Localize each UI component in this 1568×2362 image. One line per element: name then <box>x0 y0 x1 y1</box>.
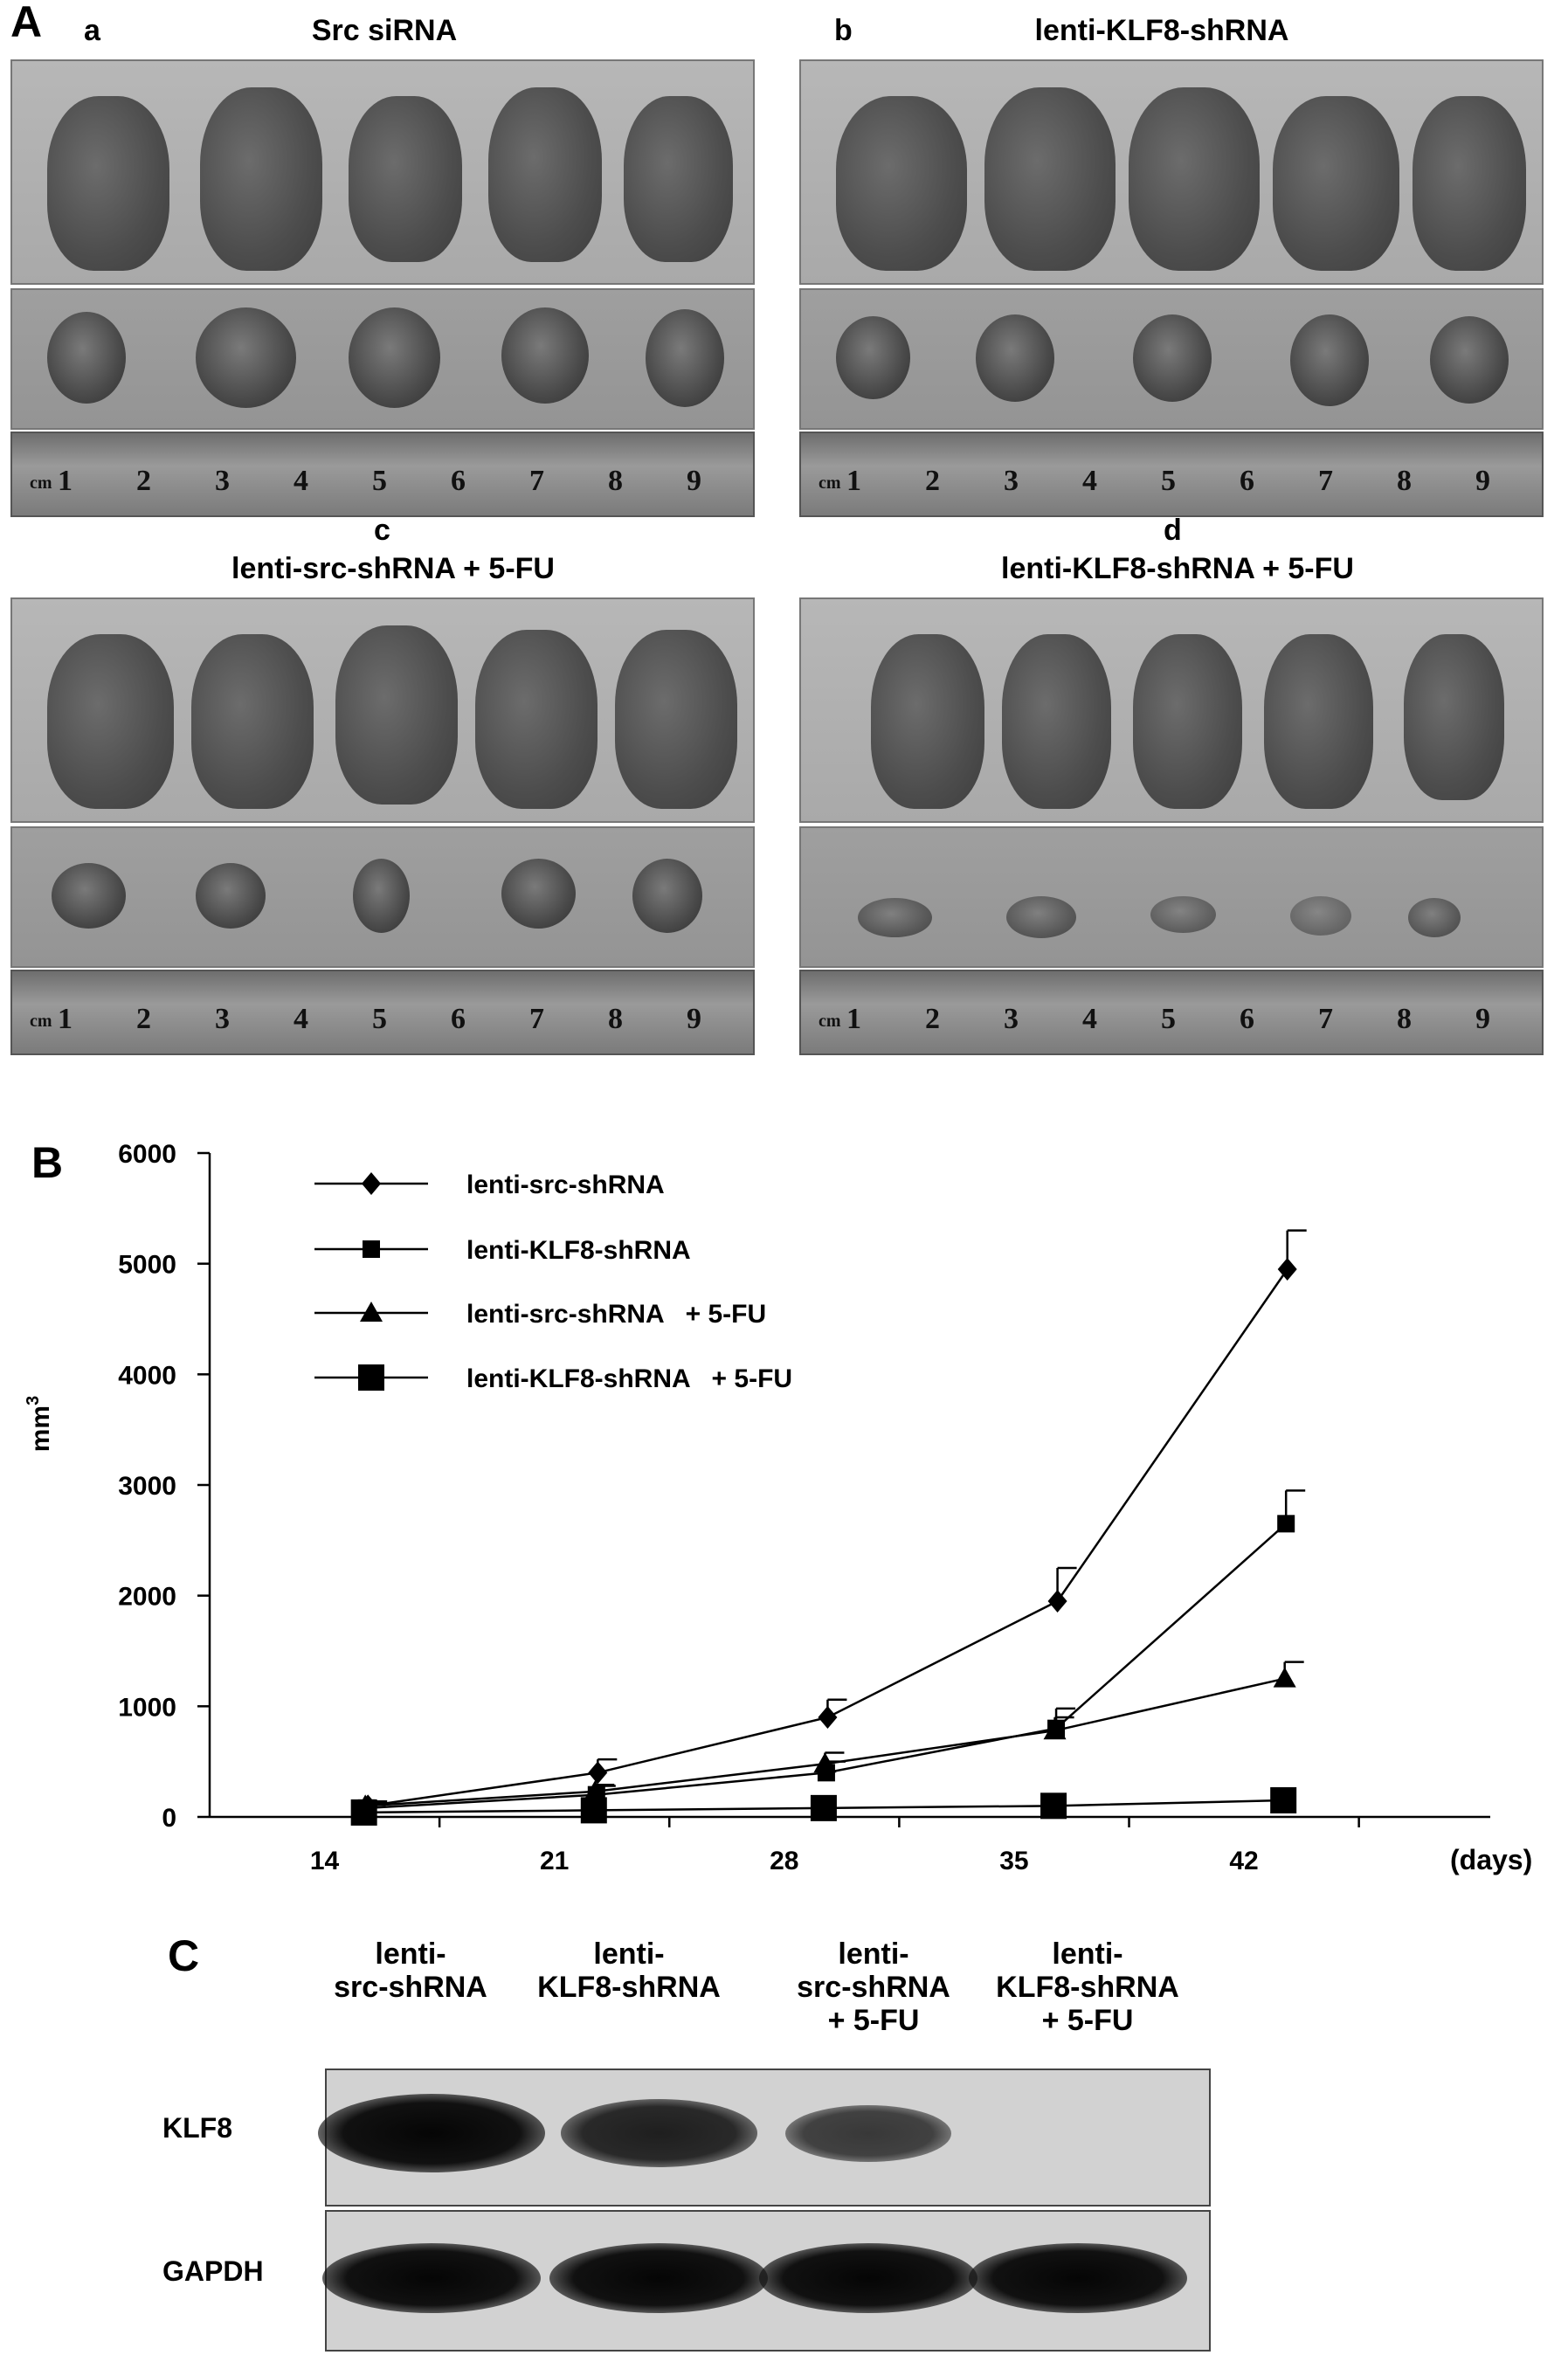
x-tick-label: 35 <box>999 1847 1028 1875</box>
data-point <box>818 1706 838 1729</box>
y-tick-label: 1000 <box>118 1693 176 1722</box>
subpanel-c-ruler: cm 1 2 3 4 5 6 7 8 9 <box>10 970 755 1055</box>
subpanel-b-mice-photo <box>799 59 1544 285</box>
data-point <box>1270 1787 1297 1813</box>
subpanel-a-title: Src siRNA <box>311 14 458 47</box>
data-point <box>580 1797 607 1824</box>
legend-marker <box>362 1172 381 1195</box>
subpanel-d-mice-photo <box>799 597 1544 823</box>
subpanel-d-title: lenti-KLF8-shRNA + 5-FU <box>1001 552 1354 585</box>
legend-label: lenti-KLF8-shRNA <box>466 1236 691 1265</box>
subpanel-c-tumor-photo <box>10 826 755 968</box>
blot-band <box>759 2243 977 2313</box>
panel-a-letter: A <box>10 0 43 46</box>
data-point <box>584 1779 607 1800</box>
blot-band <box>318 2094 545 2172</box>
y-tick-label: 4000 <box>118 1361 176 1390</box>
lane-3-label: lenti-src-shRNA + 5-FU <box>797 1937 950 2037</box>
y-axis-label: mm3 <box>24 1396 55 1452</box>
data-point <box>1043 1719 1067 1740</box>
subpanel-b-letter: b <box>834 14 853 47</box>
data-point <box>1277 1258 1297 1281</box>
subpanel-b-title: lenti-KLF8-shRNA <box>1034 14 1289 47</box>
legend-marker <box>363 1240 380 1258</box>
y-tick-label: 6000 <box>118 1140 176 1169</box>
blot-band <box>560 2099 757 2167</box>
data-point <box>1047 1590 1067 1613</box>
x-tick-label: 28 <box>770 1847 798 1875</box>
y-tick-label: 3000 <box>118 1472 176 1501</box>
data-point <box>813 1752 837 1773</box>
y-tick-label: 0 <box>162 1804 176 1833</box>
data-point <box>350 1799 377 1826</box>
x-tick-label: 21 <box>540 1847 569 1875</box>
legend-marker <box>358 1364 384 1391</box>
legend-label: lenti-src-shRNA + 5-FU <box>466 1300 766 1329</box>
subpanel-d-ruler: cm 1 2 3 4 5 6 7 8 9 <box>799 970 1544 1055</box>
legend-label: lenti-KLF8-shRNA + 5-FU <box>466 1364 792 1393</box>
gapdh-blot <box>322 2210 1211 2352</box>
subpanel-a-tumor-photo <box>10 288 755 430</box>
blot-band <box>785 2104 951 2162</box>
data-point <box>1040 1792 1067 1820</box>
blot-band <box>549 2243 768 2313</box>
x-tick-label: 42 <box>1229 1847 1258 1875</box>
subpanel-d-letter: d <box>1164 514 1182 547</box>
lane-4-label: lenti- KLF8-shRNA + 5-FU <box>996 1937 1179 2037</box>
y-tick-label: 5000 <box>118 1251 176 1280</box>
blot-band <box>322 2243 541 2313</box>
subpanel-a-mice-photo <box>10 59 755 285</box>
gapdh-row-label: GAPDH <box>162 2255 264 2287</box>
lane-1-label: lenti-src-shRNA <box>334 1937 487 2004</box>
panel-b-letter: B <box>31 1138 64 1187</box>
subpanel-c-title: lenti-src-shRNA + 5-FU <box>231 552 555 585</box>
subpanel-b-tumor-photo <box>799 288 1544 430</box>
subpanel-a-ruler: cm 1 2 3 4 5 6 7 8 9 <box>10 432 755 517</box>
tumor-volume-chart: mm3 (days) 0 1000 2000 3000 4000 5000 6000 14 21… <box>24 1140 1532 1875</box>
x-tick-label: 14 <box>310 1847 340 1875</box>
data-point <box>1277 1515 1295 1533</box>
legend-label: lenti-src-shRNA <box>466 1171 665 1199</box>
lane-2-label: lenti- KLF8-shRNA <box>537 1937 721 2004</box>
klf8-row-label: KLF8 <box>162 2112 232 2144</box>
data-point <box>810 1794 837 1821</box>
subpanel-b-ruler: cm 1 2 3 4 5 6 7 8 9 <box>799 432 1544 517</box>
subpanel-c-mice-photo <box>10 597 755 823</box>
y-tick-label: 2000 <box>118 1583 176 1612</box>
klf8-blot <box>318 2068 1211 2207</box>
data-point <box>1273 1667 1296 1688</box>
panel-c-letter: C <box>168 1931 200 1980</box>
subpanel-d-tumor-photo <box>799 826 1544 968</box>
data-point <box>588 1761 608 1785</box>
x-axis-label: (days) <box>1450 1844 1532 1875</box>
blot-band <box>969 2243 1187 2313</box>
subpanel-c-letter: c <box>374 514 390 547</box>
legend-marker <box>360 1302 383 1322</box>
subpanel-a-letter: a <box>84 14 100 47</box>
